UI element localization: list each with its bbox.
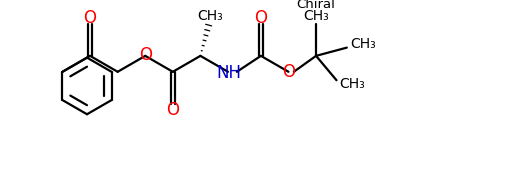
Text: O: O: [83, 9, 97, 27]
Text: CH₃: CH₃: [350, 37, 376, 51]
Text: Chiral: Chiral: [296, 0, 335, 11]
Text: O: O: [254, 9, 267, 27]
Text: CH₃: CH₃: [303, 9, 329, 23]
Text: CH₃: CH₃: [339, 77, 366, 91]
Text: O: O: [166, 101, 179, 119]
Text: CH₃: CH₃: [198, 9, 223, 23]
Text: O: O: [282, 63, 295, 81]
Text: O: O: [139, 46, 152, 64]
Text: NH: NH: [217, 64, 241, 82]
